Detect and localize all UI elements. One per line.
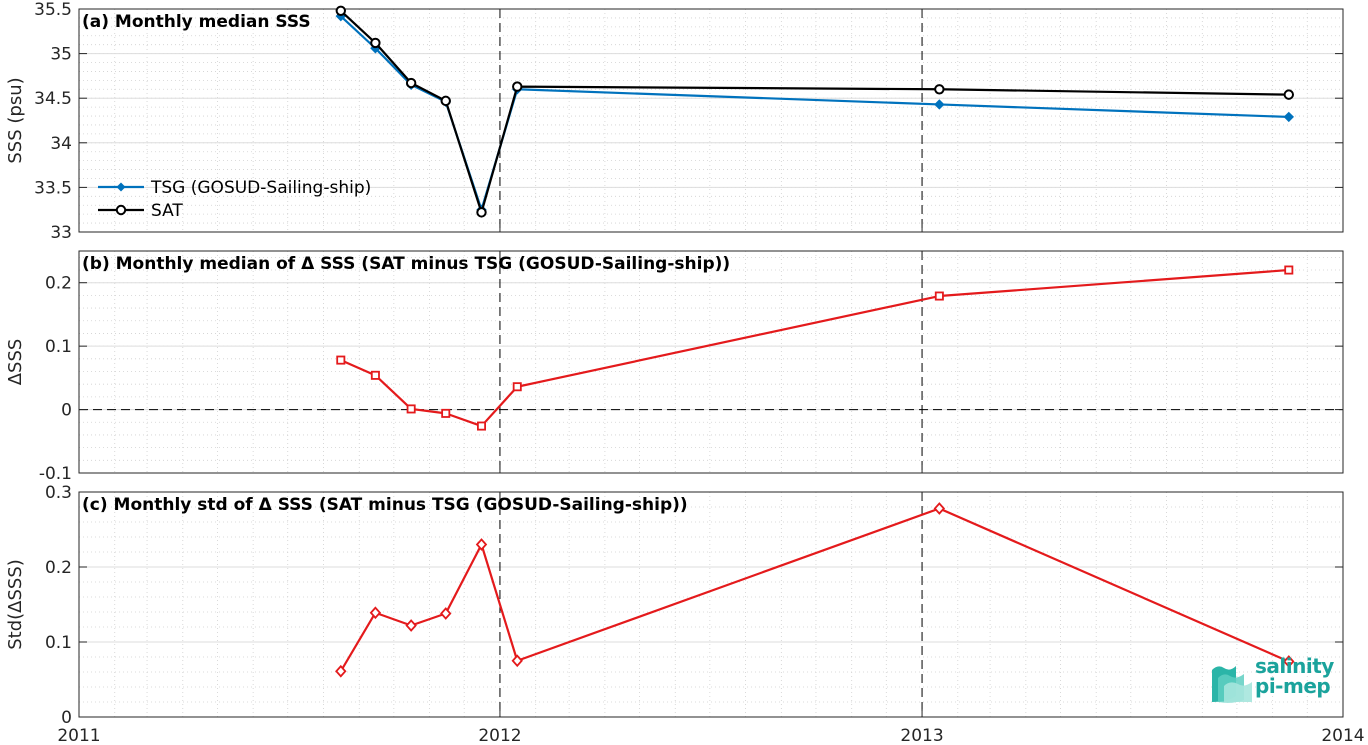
- panel-title: (b) Monthly median of Δ SSS (SAT minus T…: [82, 254, 730, 274]
- data-point: [335, 664, 347, 678]
- data-point: [405, 619, 417, 632]
- y-tick-label: 0.2: [45, 274, 72, 294]
- panel-a: 33 33.5 34 34.5 35 35.5 SSS (psu) (a) Monthly m…: [5, 0, 1344, 243]
- panel-title: (c) Monthly std of Δ SSS (SAT minus TSG …: [82, 495, 688, 515]
- series-line-delta: [339, 507, 1290, 672]
- y-tick-label: 0: [61, 401, 72, 421]
- y-tick-label: 0.1: [45, 633, 72, 653]
- y-axis-label: SSS (psu): [5, 77, 26, 163]
- legend-label: TSG (GOSUD-Sailing-ship): [150, 178, 371, 198]
- logo-text: salinity pi-mep: [1255, 656, 1334, 696]
- panel-b: -0.1 0 0.1 0.2 ΔSSS (b) Monthly median of Δ S…: [5, 250, 1344, 484]
- y-tick-label: 0.1: [45, 337, 72, 357]
- y-tick-label: 0.3: [45, 483, 72, 503]
- data-point: [406, 404, 416, 414]
- x-tick-label: 2011: [57, 726, 100, 745]
- x-tick-label: 2013: [900, 726, 943, 745]
- legend-marker: [116, 182, 126, 192]
- y-tick-label: 35: [50, 45, 72, 65]
- y-axis-label: Std(ΔSSS): [5, 559, 26, 650]
- y-tick-label: -0.1: [39, 464, 72, 484]
- x-tick-label: 2014: [1321, 726, 1364, 745]
- plot-area: [79, 9, 1343, 232]
- y-tick-label: 0: [61, 708, 72, 728]
- legend: TSG (GOSUD-Sailing-ship) SAT: [98, 178, 371, 221]
- data-point: [1283, 655, 1295, 668]
- salinity-pimep-logo: salinity pi-mep: [1208, 656, 1338, 706]
- plot-area: [79, 251, 1343, 473]
- data-point: [933, 502, 946, 515]
- data-point: [934, 99, 945, 110]
- panel-title: (a) Monthly median SSS: [82, 12, 311, 32]
- series-line-delta: [340, 268, 1289, 428]
- data-point: [336, 355, 346, 365]
- legend-label: SAT: [151, 201, 183, 221]
- x-tick-label: 2012: [478, 726, 521, 745]
- data-point: [370, 37, 381, 49]
- data-point: [476, 421, 486, 431]
- data-point: [335, 5, 346, 16]
- data-point: [1284, 265, 1294, 275]
- axes-frame: [78, 491, 1344, 718]
- y-axis-label: ΔSSS: [5, 339, 26, 386]
- series-line-sat: [340, 9, 1289, 214]
- panel-c: 0 0.1 0.2 0.3 Std(ΔSSS) (c) Monthly std of Δ …: [5, 483, 1365, 745]
- data-point: [512, 382, 522, 392]
- data-point: [934, 291, 944, 301]
- logo-line2: pi-mep: [1255, 674, 1331, 698]
- data-point: [405, 77, 417, 89]
- data-point: [511, 654, 523, 668]
- data-point: [934, 84, 945, 95]
- y-tick-label: 33: [50, 223, 72, 243]
- y-tick-label: 33.5: [34, 178, 72, 198]
- data-point: [369, 606, 382, 620]
- y-tick-label: 35.5: [34, 0, 72, 20]
- data-point: [1283, 89, 1294, 100]
- y-tick-label: 0.2: [45, 558, 72, 578]
- data-point: [1283, 111, 1295, 123]
- data-point: [441, 408, 451, 418]
- axes-frame: [78, 8, 1344, 233]
- axes-frame: [78, 250, 1344, 474]
- data-point: [440, 95, 451, 107]
- data-point: [475, 538, 488, 551]
- data-point: [512, 81, 523, 92]
- y-tick-label: 34: [50, 134, 72, 154]
- data-point: [440, 607, 452, 620]
- data-point: [476, 207, 487, 218]
- plot-area: [79, 492, 1343, 717]
- wave-icon: [1212, 666, 1252, 703]
- logo-line1: salinity: [1255, 654, 1334, 678]
- data-point: [370, 370, 380, 380]
- legend-marker: [115, 204, 127, 216]
- y-tick-label: 34.5: [34, 89, 72, 109]
